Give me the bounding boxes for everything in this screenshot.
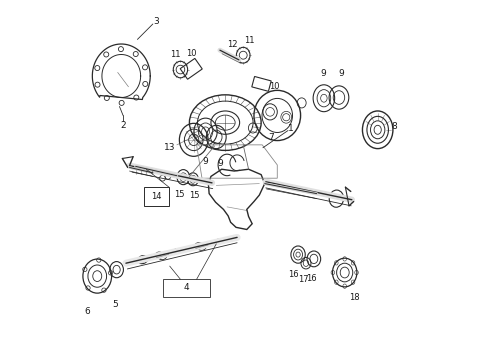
Text: 9: 9: [320, 69, 326, 78]
Text: 8: 8: [392, 122, 397, 131]
Text: 4: 4: [184, 283, 189, 292]
Text: 6: 6: [84, 307, 90, 316]
Text: 10: 10: [269, 82, 280, 91]
Bar: [144, 187, 169, 206]
Bar: [163, 279, 210, 297]
Text: 11: 11: [170, 50, 180, 59]
Text: 11: 11: [244, 36, 254, 45]
Text: 18: 18: [349, 293, 360, 302]
Text: 7: 7: [268, 133, 274, 142]
Text: 17: 17: [298, 275, 309, 284]
Text: 15: 15: [189, 190, 199, 199]
Text: 10: 10: [186, 49, 196, 58]
Text: 12: 12: [227, 40, 237, 49]
Text: 13: 13: [164, 143, 175, 152]
Text: 9: 9: [202, 157, 208, 166]
Text: 9: 9: [217, 159, 223, 168]
Text: 1: 1: [288, 123, 294, 132]
Text: 2: 2: [120, 121, 126, 130]
Text: 15: 15: [174, 190, 185, 199]
Text: 3: 3: [153, 17, 159, 26]
Text: 14: 14: [151, 192, 162, 201]
Text: 16: 16: [288, 270, 299, 279]
Text: 5: 5: [112, 300, 118, 309]
Text: 16: 16: [306, 274, 317, 283]
Text: 9: 9: [338, 69, 344, 78]
